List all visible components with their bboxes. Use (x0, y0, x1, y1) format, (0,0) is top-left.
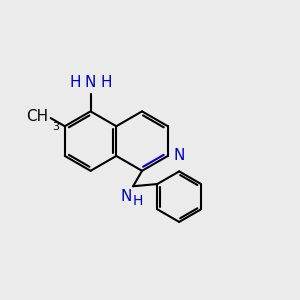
Text: H: H (70, 75, 81, 90)
Text: CH: CH (26, 109, 48, 124)
Text: N: N (120, 189, 132, 204)
Text: H: H (133, 194, 143, 208)
Text: H: H (100, 75, 112, 90)
Text: N: N (173, 148, 184, 163)
Text: N: N (85, 75, 96, 90)
Text: 3: 3 (52, 122, 59, 132)
